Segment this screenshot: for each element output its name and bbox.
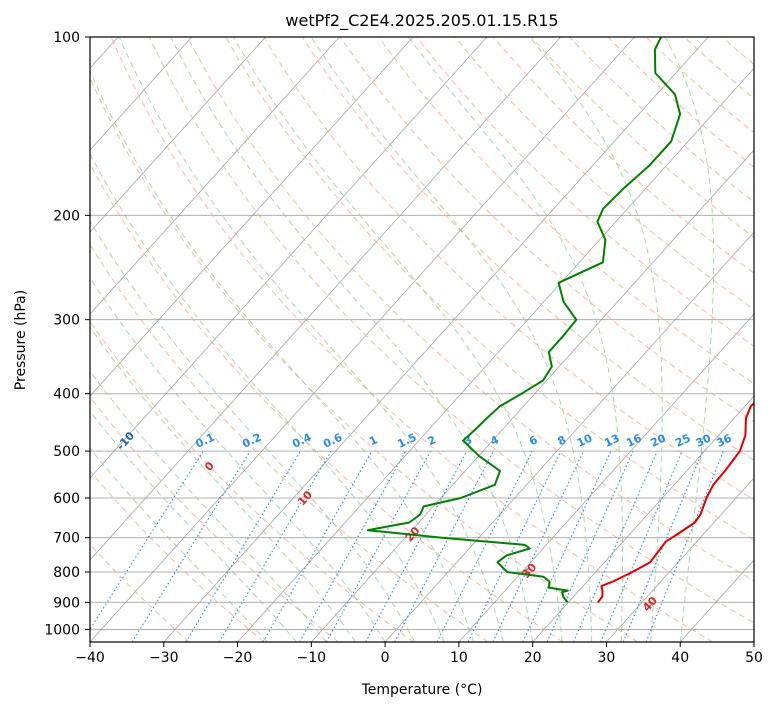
x-tick-label: −20 [223,650,253,666]
isotherm-line [237,67,754,642]
mixing-ratio-line [492,450,584,642]
mixing-ratio-label: 16 [624,431,644,449]
moist-adiabat-line [90,69,475,642]
x-tick-label: 0 [381,650,390,666]
dry-adiabat-line [187,37,754,582]
y-tick-label: 200 [53,208,80,224]
moist-adiabat-line [529,37,663,642]
mixing-ratio-label: 13 [602,432,621,450]
isotherm-line [311,149,754,642]
dry-adiabat-line [90,320,414,642]
dry-adiabat-line [339,37,754,423]
background-line-labels: 0.10.20.40.611.52346810131620253036-100-… [114,429,734,614]
x-axis-label: Temperature (°C) [361,682,483,698]
moist-adiabat-line [408,37,623,642]
y-axis-label: Pressure (hPa) [13,290,29,390]
mixing-ratio-line [546,450,634,642]
isotherm-line [606,477,754,642]
mixing-ratio-line [600,450,683,642]
x-tick-label: 20 [524,650,542,666]
mixing-ratio-line [218,450,332,642]
mixing-ratio-label: 30 [694,431,714,449]
dry-adiabat-line [378,37,754,385]
dry-adiabat-line [90,243,489,642]
mixing-ratio-line [299,450,407,642]
mixing-ratio-line [325,450,431,642]
dry-adiabat-line [90,395,339,642]
moist-adiabat-line [90,410,297,642]
moist-adiabat-line [233,37,563,642]
y-tick-label: 800 [53,565,80,581]
temperature-profile-line [597,401,754,603]
mixing-ratio-line [572,450,658,642]
isotherm-line [90,37,193,151]
dewpoint-profile-line [366,37,682,603]
mixing-ratio-label: 25 [673,432,692,450]
y-tick-label: 900 [53,595,80,611]
dry-adiabat-line [531,37,754,238]
x-tick-label: 40 [671,650,689,666]
isotherm-line [163,37,709,642]
x-tick-label: 10 [450,650,468,666]
moist-adiabat-line [664,37,715,642]
mixing-ratio-line [90,450,204,631]
x-tick-label: 50 [745,650,763,666]
plot-frame [89,36,755,643]
y-tick-label: 700 [53,531,80,547]
dry-adiabat-line [416,37,754,347]
chart-title: wetPf2_C2E4.2025.205.01.15.R15 [285,11,558,31]
mixing-ratio-label: 10 [575,431,595,449]
isotherm-line [532,395,754,642]
dry-adiabat-line [90,162,564,642]
mixing-ratio-line [185,450,301,642]
y-axis-ticks: 100 200 300 400 500 600 700 800 900 1000 [44,30,90,638]
mixing-ratio-line [131,450,251,642]
moist-adiabat-line [310,37,593,642]
dry-adiabat-line [454,37,754,311]
x-tick-label: −40 [75,650,105,666]
x-axis-ticks: −40 −30 −20 −10 0 10 20 30 40 50 [75,642,763,666]
isotherm-line [90,37,561,561]
mixing-ratio-line [467,450,562,642]
dry-adiabat-line [492,37,754,274]
dry-adiabat-line [263,37,754,501]
isotherm-line [90,37,635,642]
isotherm-line [90,37,488,479]
mixing-ratio-label: 20 [649,431,669,449]
y-tick-label: 1000 [44,622,80,638]
moist-adiabat-line [90,152,445,642]
x-tick-label: 30 [598,650,616,666]
dry-adiabat-line [110,37,713,642]
moist-adiabat-line [90,220,416,642]
dry-adiabat-line [225,37,754,541]
y-tick-label: 500 [53,444,80,460]
isotherm-line [458,313,754,642]
moist-adiabat-line [90,447,268,642]
mixing-ratio-line [522,450,612,642]
isotherm-line [90,37,266,233]
y-tick-label: 400 [53,387,80,403]
y-tick-label: 600 [53,491,80,507]
mixing-ratio-line [262,450,373,642]
isotherm-line [90,37,414,397]
moist-adiabat-line [90,326,357,642]
mixing-ratio-line [622,450,704,642]
x-tick-label: −10 [297,650,327,666]
y-tick-label: 300 [53,313,80,329]
moist-adiabat-line [90,276,386,642]
isotherm-line [90,37,340,315]
x-tick-label: −30 [149,650,179,666]
profile-series [366,37,754,603]
y-tick-label: 100 [53,30,80,46]
plot-background [90,37,754,642]
moist-adiabat-line [118,37,504,642]
mixing-ratio-label: 36 [714,431,734,449]
